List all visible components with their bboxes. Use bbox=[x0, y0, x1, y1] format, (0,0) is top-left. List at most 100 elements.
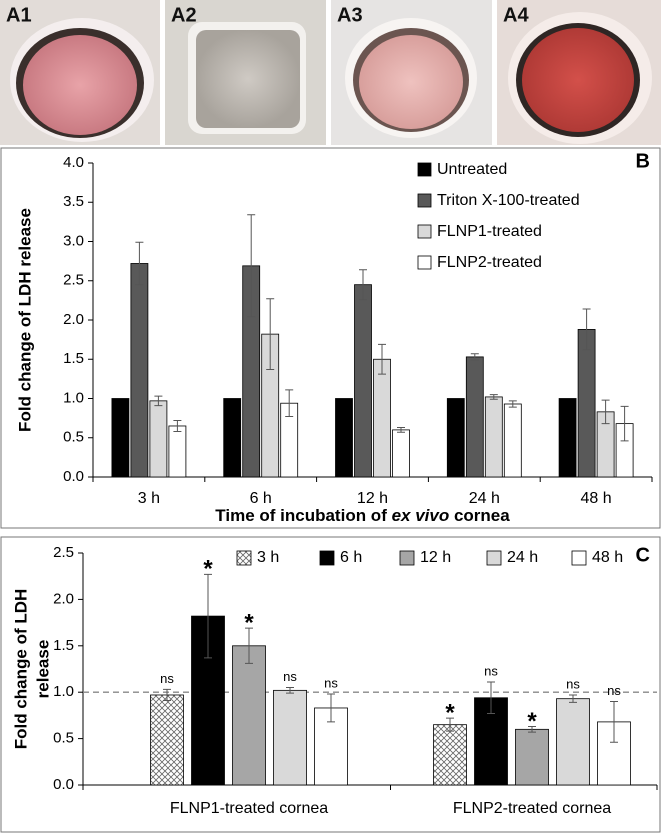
x-tick-label: 24 h bbox=[469, 490, 500, 507]
significance-label: ns bbox=[566, 676, 580, 691]
significance-label: ns bbox=[283, 669, 297, 684]
bar bbox=[150, 694, 184, 786]
y-tick-label: 1.0 bbox=[53, 683, 74, 700]
significance-label: * bbox=[527, 708, 537, 735]
significance-label: ns bbox=[484, 663, 498, 678]
error-bar bbox=[327, 693, 335, 723]
y-tick-label: 3.0 bbox=[63, 232, 84, 249]
bar bbox=[465, 356, 484, 478]
y-tick-label: 0.0 bbox=[63, 468, 84, 485]
x-axis-title: Time of incubation of ex vivo cornea bbox=[215, 506, 510, 525]
bar bbox=[273, 689, 307, 786]
y-axis-title: Fold change of LDH release bbox=[15, 208, 34, 432]
error-bar bbox=[378, 343, 386, 375]
photo-label: A1 bbox=[6, 4, 32, 26]
error-bar bbox=[610, 700, 618, 743]
panel-border bbox=[0, 536, 661, 833]
photo-a1: A1 bbox=[0, 0, 160, 145]
y-tick-label: 2.5 bbox=[63, 272, 84, 289]
y-axis-title: Fold change of LDH bbox=[11, 589, 30, 750]
bar bbox=[446, 398, 465, 478]
significance-label: ns bbox=[324, 675, 338, 690]
legend-swatch bbox=[571, 550, 587, 566]
photo-label: A4 bbox=[503, 4, 529, 26]
legend-label: 3 h bbox=[257, 549, 279, 566]
error-bar bbox=[569, 694, 577, 703]
error-bar bbox=[601, 399, 610, 425]
bar bbox=[556, 698, 590, 786]
photo-a4: A4 bbox=[497, 0, 661, 145]
y-tick-label: 0.0 bbox=[53, 776, 74, 793]
legend-label: FLNP1-treated bbox=[437, 223, 542, 240]
bar bbox=[392, 429, 410, 478]
legend-label: 24 h bbox=[507, 549, 538, 566]
y-tick-label: 1.5 bbox=[63, 350, 84, 367]
error-bar bbox=[359, 269, 367, 301]
error-bar bbox=[154, 395, 163, 407]
photo-a2: A2 bbox=[165, 0, 326, 145]
bar bbox=[335, 398, 353, 478]
error-bar bbox=[487, 681, 495, 715]
y-tick-label: 4.0 bbox=[63, 154, 84, 171]
significance-label: ns bbox=[160, 671, 174, 686]
bar bbox=[503, 403, 522, 478]
legend-label: Triton X-100-treated bbox=[437, 192, 580, 209]
panel-label: C bbox=[636, 544, 650, 566]
y-tick-label: 0.5 bbox=[53, 730, 74, 747]
error-bar bbox=[247, 214, 256, 318]
x-axis-title-part: ex vivo bbox=[392, 506, 450, 525]
x-axis-title-part: Time of incubation of bbox=[215, 506, 391, 525]
error-bar bbox=[173, 419, 182, 432]
y-axis-title: release bbox=[33, 640, 52, 699]
x-tick-label: 3 h bbox=[138, 490, 160, 507]
bar bbox=[232, 645, 266, 786]
panel-border bbox=[0, 147, 661, 529]
error-bar bbox=[470, 353, 479, 361]
x-axis-title-part: cornea bbox=[449, 506, 510, 525]
bar bbox=[558, 398, 577, 478]
error-bar bbox=[135, 241, 144, 286]
legend-swatch bbox=[399, 550, 415, 566]
x-tick-label: 12 h bbox=[357, 490, 388, 507]
error-bar bbox=[204, 573, 212, 659]
legend-swatch bbox=[236, 550, 252, 566]
bar bbox=[577, 329, 596, 478]
legend-label: 12 h bbox=[420, 549, 451, 566]
bar bbox=[354, 284, 372, 478]
legend-label: Untreated bbox=[437, 161, 507, 178]
photo-a3: A3 bbox=[331, 0, 492, 145]
y-tick-label: 2.5 bbox=[53, 544, 74, 561]
bar bbox=[130, 263, 149, 478]
error-bar bbox=[620, 405, 629, 442]
x-tick-label: FLNP2-treated cornea bbox=[453, 800, 611, 817]
bar bbox=[168, 425, 187, 478]
bar bbox=[149, 400, 168, 478]
y-tick-label: 1.0 bbox=[63, 389, 84, 406]
significance-label: * bbox=[445, 700, 455, 727]
error-bar bbox=[582, 308, 591, 351]
bar bbox=[223, 398, 242, 478]
error-bar bbox=[245, 627, 253, 664]
significance-label: * bbox=[244, 610, 254, 637]
legend-label: FLNP2-treated bbox=[437, 254, 542, 271]
bar bbox=[433, 724, 467, 786]
x-tick-label: 6 h bbox=[250, 490, 272, 507]
bar bbox=[484, 396, 503, 478]
error-bar bbox=[508, 400, 517, 408]
error-bar bbox=[163, 688, 171, 702]
error-bar bbox=[266, 298, 275, 370]
x-tick-label: 48 h bbox=[581, 490, 612, 507]
error-bar bbox=[285, 389, 294, 418]
bar bbox=[111, 398, 130, 478]
error-bar bbox=[286, 687, 294, 694]
legend-swatch bbox=[319, 550, 335, 566]
error-bar bbox=[397, 427, 405, 433]
y-tick-label: 2.0 bbox=[53, 590, 74, 607]
bar bbox=[515, 728, 549, 786]
legend-swatch bbox=[417, 255, 432, 270]
legend-swatch bbox=[486, 550, 502, 566]
photo-label: A3 bbox=[337, 4, 363, 26]
bar bbox=[373, 358, 391, 478]
error-bar bbox=[446, 717, 454, 732]
